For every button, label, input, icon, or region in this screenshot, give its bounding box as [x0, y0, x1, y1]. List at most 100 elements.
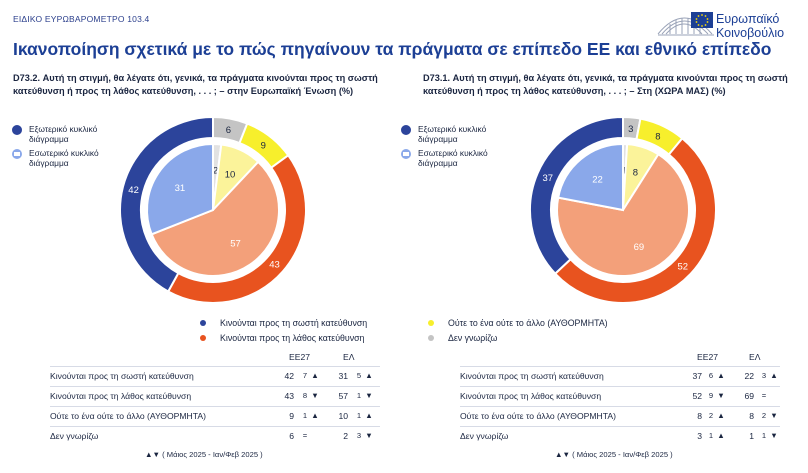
eu27-change-arrow: ▲: [717, 411, 725, 420]
el-change-arrow: ▼: [770, 411, 778, 420]
inner-label-dk: 2: [213, 166, 218, 177]
eu27-change: 7: [302, 371, 308, 380]
table-row: Δεν γνωρίζω 3 1 ▲ 1 1 ▼: [460, 426, 780, 446]
eu27-change: 1: [708, 431, 714, 440]
el-change-arrow: ▲: [365, 411, 373, 420]
legend-swatch-neither: [428, 320, 434, 326]
legend-item-wrong: Κινούνται προς τη λάθος κατεύθυνση: [200, 333, 364, 343]
inner-slice-right: [556, 142, 624, 212]
parliament-logo: [657, 12, 714, 36]
el-change: 1: [356, 391, 362, 400]
ring-legend-outer: Εξωτερικό κυκλικό διάγραμμα: [11, 124, 121, 144]
question-eu: D73.2. Αυτή τη στιγμή, θα λέγατε ότι, γε…: [13, 73, 378, 96]
outer-label-right: 37: [542, 173, 553, 184]
el-change: 3: [761, 371, 767, 380]
row-label: Ούτε το ένα ούτε το άλλο (ΑΥΘΟΡΜΗΤΑ): [460, 411, 616, 421]
el-change-arrow: ▲: [770, 371, 778, 380]
el-change: 2: [761, 411, 767, 420]
el-value: 1: [749, 431, 754, 441]
table-row: Κινούνται προς τη λάθος κατεύθυνση 43 8 ▼ 57…: [50, 386, 380, 406]
legend-swatch-wrong: [200, 335, 206, 341]
table-header: ΕΕ27 ΕΛ: [50, 352, 380, 366]
legend-swatch-right: [200, 320, 206, 326]
row-label: Δεν γνωρίζω: [460, 431, 509, 441]
inner-slice-right: [146, 142, 214, 236]
table-row: Κινούνται προς τη σωστή κατεύθυνση 42 7 ▲ 31…: [50, 366, 380, 386]
ring-legend-outer: Εξωτερικό κυκλικό διάγραμμα: [400, 124, 510, 144]
eu-flag-icon: [691, 12, 713, 28]
inner-label-right: 31: [175, 183, 186, 194]
inner-slice-wrong: [556, 152, 690, 277]
ring-legend-national: Εξωτερικό κυκλικό διάγραμμα Εσωτερικό κυ…: [400, 124, 510, 172]
table-footnote: ▲▼ ( Μάιος 2025 - Ιαν/Φεβ 2025 ): [145, 450, 263, 459]
inner-label-right: 22: [592, 175, 603, 186]
table-row: Ούτε το ένα ούτε το άλλο (ΑΥΘΟΡΜΗΤΑ) 9 1 ▲ 1…: [50, 406, 380, 426]
table-row: Ούτε το ένα ούτε το άλλο (ΑΥΘΟΡΜΗΤΑ) 8 2 ▲ 8…: [460, 406, 780, 426]
results-table-national: ΕΕ27 ΕΛ Κινούνται προς τη σωστή κατεύθυν…: [460, 352, 780, 446]
survey-label: ΕΙΔΙΚΟ ΕΥΡΩΒΑΡΟΜΕΤΡΟ 103.4: [13, 14, 150, 24]
legend-swatch-dk: [428, 335, 434, 341]
parliament-building-icon: [657, 17, 714, 36]
row-label: Κινούνται προς τη σωστή κατεύθυνση: [50, 371, 194, 381]
results-table-eu: ΕΕ27 ΕΛ Κινούνται προς τη σωστή κατεύθυν…: [50, 352, 380, 446]
outer-label-right: 42: [128, 185, 139, 196]
eu27-change-arrow: ▼: [311, 391, 319, 400]
eu27-value: 9: [289, 411, 294, 421]
el-value: 22: [744, 371, 754, 381]
eu27-value: 42: [284, 371, 294, 381]
eu27-value: 43: [284, 391, 294, 401]
inner-label-dk: 1: [622, 166, 627, 177]
eu27-change-arrow: ▲: [311, 371, 319, 380]
eu27-change-arrow: ▲: [717, 431, 725, 440]
el-value: 31: [338, 371, 348, 381]
el-change: 1: [761, 431, 767, 440]
inner-slice-wrong: [150, 160, 280, 277]
col-header-el: ΕΛ: [343, 352, 355, 362]
el-change-arrow: ▼: [365, 391, 373, 400]
eu27-change-arrow: ▼: [717, 391, 725, 400]
legend-item-dk: Δεν γνωρίζω: [428, 333, 497, 343]
el-change-arrow: ▼: [770, 431, 778, 440]
row-label: Δεν γνωρίζω: [50, 431, 99, 441]
row-label: Κινούνται προς τη λάθος κατεύθυνση: [50, 391, 192, 401]
col-header-eu27: ΕΕ27: [289, 352, 311, 362]
outer-label-neither: 8: [655, 131, 660, 142]
eu27-change: 1: [302, 411, 308, 420]
el-change-arrow: ▼: [365, 431, 373, 440]
el-value: 8: [749, 411, 754, 421]
inner-label-neither: 10: [225, 169, 236, 180]
el-change: =: [761, 391, 767, 400]
inner-label-wrong: 57: [230, 239, 241, 250]
table-header: ΕΕ27 ΕΛ: [460, 352, 780, 366]
ring-legend-eu: Εξωτερικό κυκλικό διάγραμμα Εσωτερικό κυ…: [11, 124, 121, 172]
eu27-change: 2: [708, 411, 714, 420]
eu27-change: 9: [708, 391, 714, 400]
eu27-change: 6: [708, 371, 714, 380]
el-value: 10: [338, 411, 348, 421]
outer-label-wrong: 43: [269, 260, 280, 271]
outer-ring-icon: [12, 125, 22, 135]
el-change: 1: [356, 411, 362, 420]
col-header-el: ΕΛ: [749, 352, 761, 362]
outer-label-neither: 9: [261, 141, 266, 152]
outer-slice-right: [119, 115, 214, 293]
eu27-change: 8: [302, 391, 308, 400]
row-label: Ούτε το ένα ούτε το άλλο (ΑΥΘΟΡΜΗΤΑ): [50, 411, 206, 421]
row-label: Κινούνται προς τη σωστή κατεύθυνση: [460, 371, 604, 381]
el-value: 69: [744, 391, 754, 401]
el-change-arrow: ▲: [365, 371, 373, 380]
page-title: Ικανοποίηση σχετικά με το πώς πηγαίνουν …: [13, 39, 772, 59]
eu27-value: 8: [697, 411, 702, 421]
el-value: 57: [338, 391, 348, 401]
legend-item-right: Κινούνται προς τη σωστή κατεύθυνση: [200, 318, 367, 328]
el-value: 2: [343, 431, 348, 441]
table-row: Κινούνται προς τη λάθος κατεύθυνση 52 9 ▼ 69…: [460, 386, 780, 406]
inner-label-wrong: 69: [634, 242, 645, 253]
legend-item-neither: Ούτε το ένα ούτε το άλλο (ΑΥΘΟΡΜΗΤΑ): [428, 318, 608, 328]
inner-ring-icon: [12, 149, 22, 159]
eu27-change-arrow: ▲: [717, 371, 725, 380]
table-footnote: ▲▼ ( Μάιος 2025 - Ιαν/Φεβ 2025 ): [555, 450, 673, 459]
inner-label-neither: 8: [633, 167, 638, 178]
eu27-change: =: [302, 431, 308, 440]
